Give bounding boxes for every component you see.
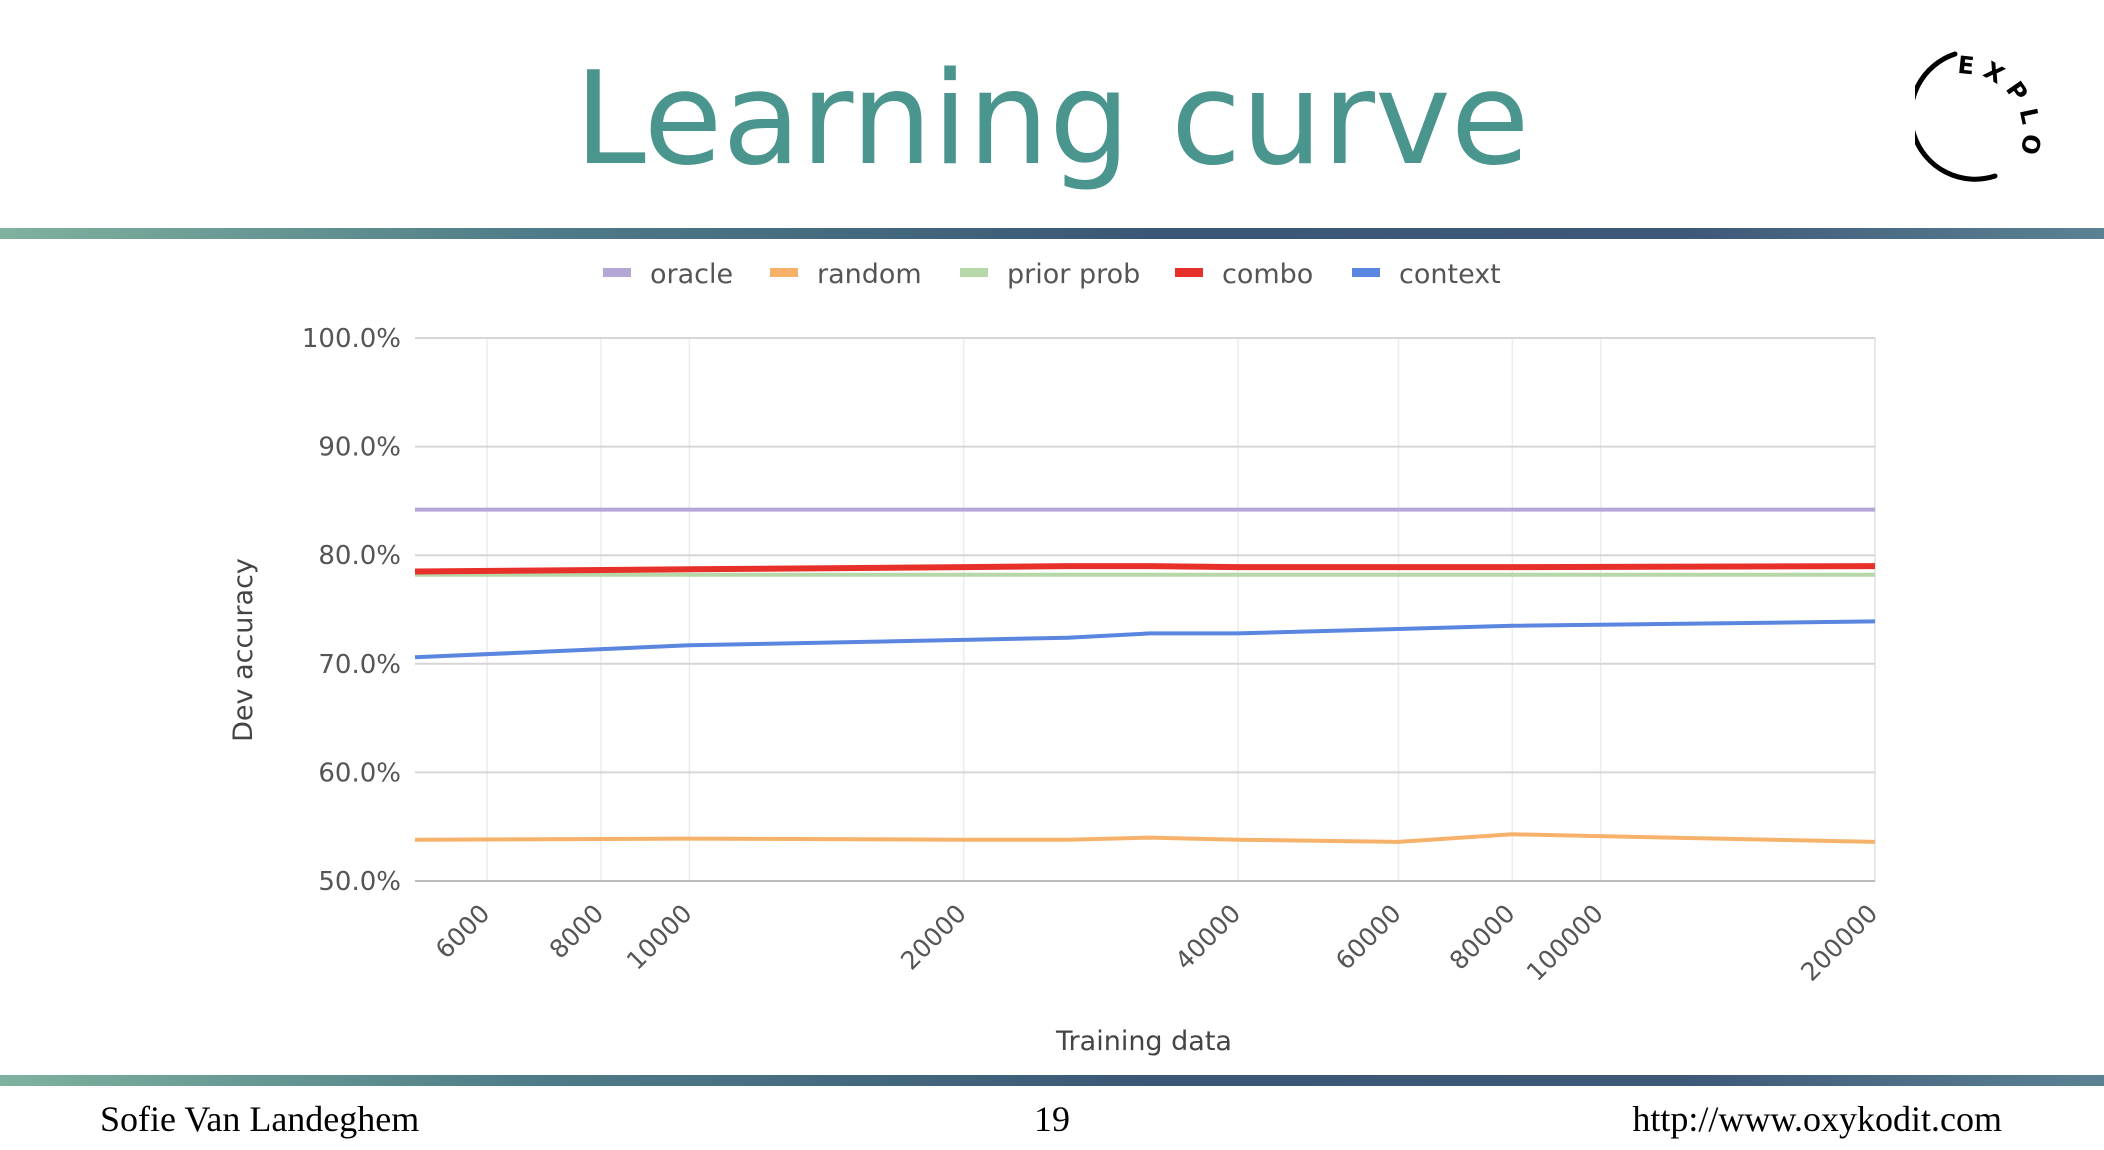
x-tick-label: 10000 bbox=[621, 899, 698, 976]
legend-swatch-context bbox=[1352, 268, 1380, 277]
logo-arc bbox=[1915, 51, 1998, 182]
legend-swatch-oracle bbox=[603, 268, 631, 277]
legend-label-oracle: oracle bbox=[650, 259, 733, 290]
legend-label-combo: combo bbox=[1222, 259, 1313, 290]
series-line-context bbox=[414, 619, 1876, 660]
y-tick-label: 50.0% bbox=[318, 867, 401, 897]
series-line-combo bbox=[414, 563, 1876, 575]
slide-title: Learning curve bbox=[574, 45, 1530, 194]
legend-swatch-combo bbox=[1175, 268, 1203, 277]
grid bbox=[415, 337, 1876, 882]
website-url: http://www.oxykodit.com bbox=[1632, 1099, 2002, 1139]
page-number: 19 bbox=[1034, 1099, 1070, 1139]
y-tick-label: 100.0% bbox=[302, 324, 401, 354]
x-tick-label: 100000 bbox=[1521, 899, 1609, 987]
x-tick-label: 200000 bbox=[1795, 899, 1883, 987]
legend-label-prior-prob: prior prob bbox=[1007, 259, 1140, 290]
learning-curve-chart: 6000 8000 10000 20000 40000 60000 80000 100000 2… bbox=[228, 259, 1883, 1057]
legend-swatch-random bbox=[770, 268, 798, 277]
x-tick-label: 40000 bbox=[1170, 899, 1247, 976]
y-tick-label: 90.0% bbox=[318, 433, 401, 463]
legend-label-random: random bbox=[817, 259, 922, 290]
y-axis-label: Dev accuracy bbox=[228, 558, 259, 742]
x-tick-label: 60000 bbox=[1330, 899, 1407, 976]
legend-label-context: context bbox=[1399, 259, 1501, 290]
author-name: Sofie Van Landeghem bbox=[100, 1099, 420, 1139]
x-tick-label: 80000 bbox=[1444, 899, 1521, 976]
y-tick-label: 60.0% bbox=[318, 758, 401, 788]
axes: 6000 8000 10000 20000 40000 60000 80000 100000 2… bbox=[302, 324, 1883, 987]
series-lines bbox=[414, 507, 1876, 844]
series-line-random bbox=[414, 832, 1876, 844]
x-axis-label: Training data bbox=[1055, 1026, 1232, 1057]
legend-swatch-prior-prob bbox=[960, 268, 988, 277]
explosion-logo: EXPLOSION bbox=[1915, 34, 2038, 182]
x-tick-label: 6000 bbox=[430, 899, 495, 964]
bottom-divider bbox=[0, 1075, 2104, 1086]
y-tick-label: 70.0% bbox=[318, 650, 401, 680]
y-tick-label: 80.0% bbox=[318, 541, 401, 571]
top-divider bbox=[0, 228, 2104, 239]
legend: oracle random prior prob combo context bbox=[603, 259, 1501, 290]
x-tick-label: 20000 bbox=[895, 899, 972, 976]
x-tick-label: 8000 bbox=[544, 899, 609, 964]
